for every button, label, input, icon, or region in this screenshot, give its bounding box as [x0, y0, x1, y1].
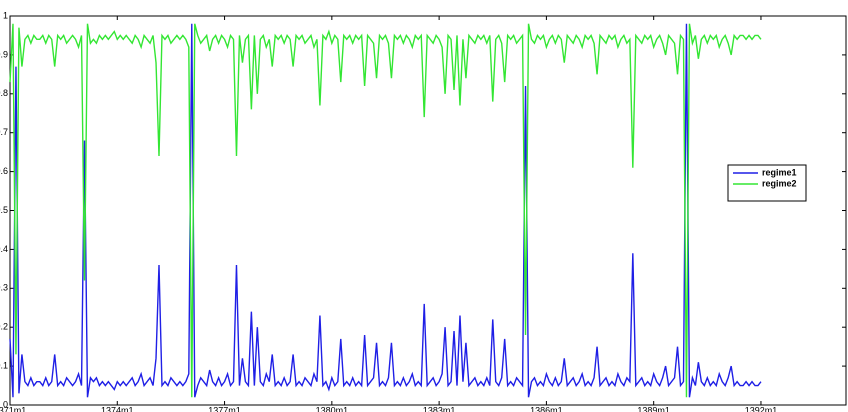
- y-tick-label: 0.4: [0, 244, 8, 254]
- x-tick-label: 1377m1: [208, 405, 241, 412]
- y-tick-label: 0.7: [0, 127, 8, 137]
- y-tick-label: 0.3: [0, 283, 8, 293]
- y-tick-label: 0.2: [0, 322, 8, 332]
- legend-box: [727, 164, 807, 202]
- x-tick-label: 1380m1: [316, 405, 349, 412]
- y-tick-label: 0.8: [0, 88, 8, 98]
- legend-label: regime1: [762, 167, 797, 177]
- y-tick-label: 1: [3, 10, 8, 20]
- series-line: [9, 23, 762, 398]
- y-tick-label: 0.6: [0, 166, 8, 176]
- x-tick-label: 1389m1: [637, 405, 670, 412]
- x-tick-label: 1392m1: [745, 405, 778, 412]
- y-tick-label: 0: [3, 399, 8, 409]
- y-tick-label: 0.5: [0, 205, 8, 215]
- x-tick-label: 1386m1: [530, 405, 563, 412]
- plot-frame: [9, 15, 847, 406]
- series-line: [9, 23, 762, 398]
- x-tick-label: 1383m1: [423, 405, 456, 412]
- y-tick-label: 0.1: [0, 360, 8, 370]
- legend-label: regime2: [762, 178, 797, 188]
- x-tick-label: 1374m1: [101, 405, 134, 412]
- y-tick-label: 0.9: [0, 49, 8, 59]
